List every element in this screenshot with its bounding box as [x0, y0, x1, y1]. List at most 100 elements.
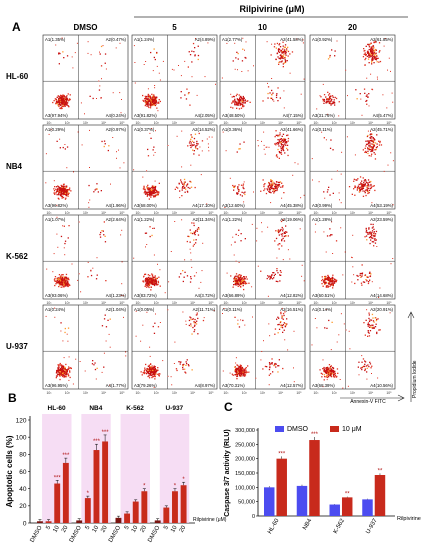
- event-dot: [194, 55, 196, 57]
- event-dot: [61, 277, 63, 279]
- event-dot: [334, 55, 336, 57]
- event-dot: [233, 280, 235, 283]
- event-dot: [99, 53, 101, 55]
- event-dot: [362, 56, 365, 58]
- event-dot: [346, 136, 348, 138]
- axis-tick-label: 10¹: [224, 121, 230, 125]
- event-dot: [277, 272, 279, 274]
- event-dot: [143, 100, 145, 102]
- event-dot: [63, 276, 65, 278]
- event-dot: [112, 92, 114, 94]
- event-dot: [64, 367, 66, 369]
- event-dot: [327, 189, 329, 191]
- event-dot: [143, 281, 145, 283]
- event-dot: [371, 47, 373, 50]
- event-dot: [277, 139, 279, 141]
- event-dot: [194, 324, 196, 326]
- event-dot: [242, 99, 244, 101]
- group-label: K-562: [126, 405, 144, 412]
- event-dot: [301, 275, 303, 277]
- event-dot: [372, 147, 374, 150]
- event-dot: [367, 276, 369, 278]
- event-dot: [62, 96, 65, 98]
- event-dot: [52, 101, 54, 104]
- event-dot: [373, 185, 375, 187]
- event-dots: [221, 37, 305, 110]
- event-dot: [354, 154, 356, 156]
- event-dot: [104, 62, 106, 64]
- event-dot: [59, 283, 61, 285]
- event-dot: [333, 99, 335, 101]
- event-dot: [286, 141, 288, 143]
- event-dot: [150, 374, 152, 377]
- event-dot: [88, 206, 90, 208]
- event-dot: [191, 76, 193, 78]
- y-tick-label: 100: [16, 434, 27, 441]
- event-dot: [234, 282, 237, 284]
- event-dot: [303, 194, 305, 196]
- event-dot: [293, 381, 295, 383]
- event-dot: [276, 186, 278, 188]
- bar-treated: [374, 475, 386, 516]
- event-dot: [240, 368, 242, 370]
- event-dot: [329, 366, 332, 368]
- event-dot: [324, 281, 326, 283]
- event-dot: [372, 237, 374, 239]
- event-dot: [66, 186, 68, 188]
- event-dot: [60, 194, 62, 196]
- event-dot: [151, 283, 153, 286]
- event-dot: [69, 370, 71, 372]
- event-dot: [222, 131, 224, 133]
- event-dot: [186, 240, 188, 243]
- event-dot: [277, 48, 280, 51]
- event-dot: [368, 181, 371, 183]
- group-label: U-937: [165, 405, 183, 412]
- quadrant-label-a1: A1(1.22%): [222, 217, 243, 222]
- plot-frame: [42, 304, 129, 390]
- event-dot: [326, 98, 328, 100]
- flow-plot: A1(2.77%) A2(41.58%)A3(48.50%) A4(7.15%)10…: [219, 34, 306, 125]
- event-dot: [366, 140, 369, 142]
- event-dot: [235, 279, 237, 281]
- event-dot: [157, 110, 159, 112]
- event-dot: [326, 368, 329, 370]
- event-dot: [148, 364, 151, 366]
- event-dot: [150, 286, 152, 288]
- event-dot: [146, 103, 148, 105]
- event-dot: [157, 367, 159, 369]
- event-dot: [60, 283, 62, 285]
- event-dot: [324, 327, 326, 329]
- event-dot: [64, 148, 66, 150]
- event-dot: [237, 278, 240, 280]
- event-dot: [151, 99, 153, 102]
- event-dot: [156, 277, 158, 279]
- event-dot: [277, 316, 279, 318]
- significance-mark: *: [143, 484, 146, 490]
- x-tick-label: 20: [140, 524, 149, 533]
- event-dot: [68, 192, 70, 194]
- event-dot: [383, 45, 385, 47]
- event-dot: [185, 98, 188, 100]
- event-dot: [173, 363, 175, 364]
- event-dots: [311, 130, 394, 206]
- event-dot: [221, 77, 223, 79]
- event-dot: [158, 182, 160, 184]
- event-dot: [58, 278, 60, 280]
- axis-tick-label: 10¹: [136, 301, 142, 305]
- event-dot: [361, 273, 363, 275]
- event-dot: [281, 148, 283, 150]
- event-dot: [371, 56, 374, 58]
- event-dot: [200, 174, 202, 176]
- event-dot: [162, 60, 164, 62]
- event-dot: [240, 281, 242, 283]
- event-dot: [54, 186, 56, 188]
- event-dot: [314, 231, 316, 233]
- event-dot: [324, 278, 326, 280]
- event-dot: [327, 369, 330, 372]
- x-tick-label: 20: [179, 524, 188, 533]
- event-dot: [367, 190, 369, 192]
- event-dot: [96, 98, 97, 99]
- event-dot: [190, 186, 193, 188]
- axis-tick-label: 10⁴: [190, 211, 196, 215]
- bar: [54, 483, 61, 523]
